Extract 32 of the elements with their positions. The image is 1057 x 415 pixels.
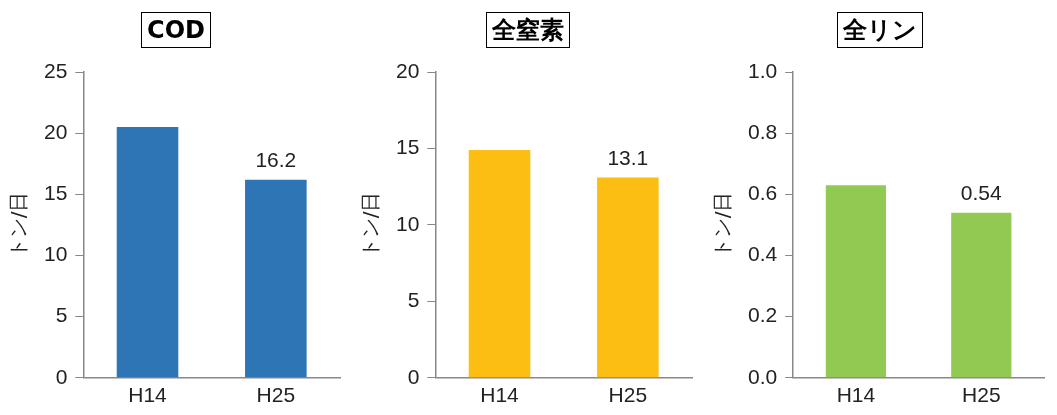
y-axis-title: トン/日 (6, 191, 31, 259)
y-tick-label: 20 (44, 119, 68, 143)
y-tick-label: 0.4 (747, 242, 778, 266)
y-tick-label: 0.0 (747, 364, 778, 388)
data-label: 13.1 (607, 145, 649, 169)
x-tick-label: H14 (480, 383, 520, 407)
chart-title: COD (141, 12, 211, 48)
y-tick-label: 5 (407, 288, 420, 312)
x-tick-label: H14 (128, 383, 168, 407)
x-tick-label: H25 (962, 383, 1001, 407)
data-label: 16.2 (255, 147, 297, 171)
y-tick-label: 5 (55, 303, 68, 327)
x-tick-label: H14 (836, 383, 876, 407)
y-tick-label: 0.2 (747, 303, 778, 327)
y-tick-label: 0.8 (747, 119, 778, 143)
y-axis-title: トン/日 (358, 191, 383, 259)
y-tick-label: 0 (407, 364, 420, 388)
y-tick-label: 15 (44, 181, 68, 205)
chart-title: 全リン (837, 12, 923, 48)
y-tick-label: 15 (396, 135, 420, 159)
y-tick-label: 20 (396, 58, 420, 82)
y-tick-label: 0 (55, 364, 68, 388)
data-label: 0.54 (960, 180, 1003, 204)
y-tick-label: 25 (44, 58, 68, 82)
y-tick-label: 10 (44, 242, 68, 266)
y-tick-label: 1.0 (747, 58, 778, 82)
y-axis-title: トン/日 (710, 191, 735, 259)
y-tick-label: 0.6 (747, 181, 778, 205)
chart-title: 全窒素 (486, 12, 570, 48)
x-tick-label: H25 (608, 383, 648, 407)
x-tick-label: H25 (256, 383, 296, 407)
y-tick-label: 10 (396, 211, 420, 235)
